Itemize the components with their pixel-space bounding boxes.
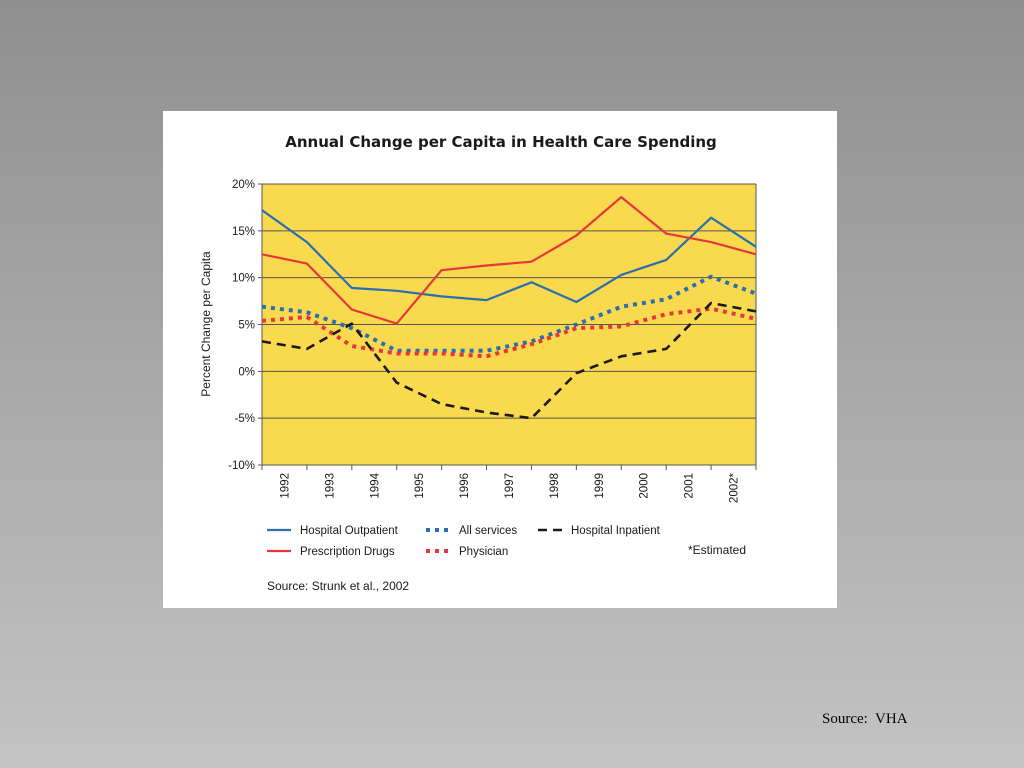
chart-source-note: Source: Strunk et al., 2002 xyxy=(267,579,409,593)
x-tick-label: 2002* xyxy=(729,472,741,503)
x-tick-label: 1992 xyxy=(279,473,291,499)
legend-label: Hospital Inpatient xyxy=(571,525,661,537)
x-tick-label: 1999 xyxy=(594,473,606,499)
series-line-hospital-inpatient xyxy=(261,301,757,420)
series-line-all-services xyxy=(261,274,757,353)
chart-card: Annual Change per Capita in Health Care … xyxy=(163,111,837,608)
x-tick-label: 1994 xyxy=(369,472,381,498)
x-tick-label: 2000 xyxy=(639,473,651,499)
y-tick-label: 5% xyxy=(238,320,255,332)
x-tick-label: 1995 xyxy=(414,473,426,499)
x-tick-label: 2001 xyxy=(684,473,696,499)
series-line-prescription-drugs xyxy=(261,195,757,325)
x-tick-label: 1996 xyxy=(459,473,471,499)
y-tick-label: 20% xyxy=(232,179,255,191)
y-axis-label: Percent Change per Capita xyxy=(199,251,213,397)
x-tick-label: 1997 xyxy=(504,473,516,499)
legend-label: Hospital Outpatient xyxy=(300,525,399,537)
chart-title: Annual Change per Capita in Health Care … xyxy=(285,133,717,151)
y-tick-label: 10% xyxy=(232,273,255,285)
line-chart: Annual Change per Capita in Health Care … xyxy=(199,133,757,593)
estimated-footnote: *Estimated xyxy=(688,543,746,557)
slide-source-note: Source: VHA xyxy=(822,711,908,727)
legend-label: Prescription Drugs xyxy=(300,546,395,558)
x-tick-label: 1998 xyxy=(549,473,561,499)
y-tick-label: 15% xyxy=(232,226,255,238)
y-tick-label: 0% xyxy=(238,366,255,378)
y-tick-label: -5% xyxy=(235,413,255,425)
legend-label: Physician xyxy=(459,546,508,558)
y-tick-label: -10% xyxy=(228,460,255,472)
legend-label: All services xyxy=(459,525,517,537)
series-line-hospital-outpatient xyxy=(261,209,757,304)
x-tick-label: 1993 xyxy=(324,473,336,499)
